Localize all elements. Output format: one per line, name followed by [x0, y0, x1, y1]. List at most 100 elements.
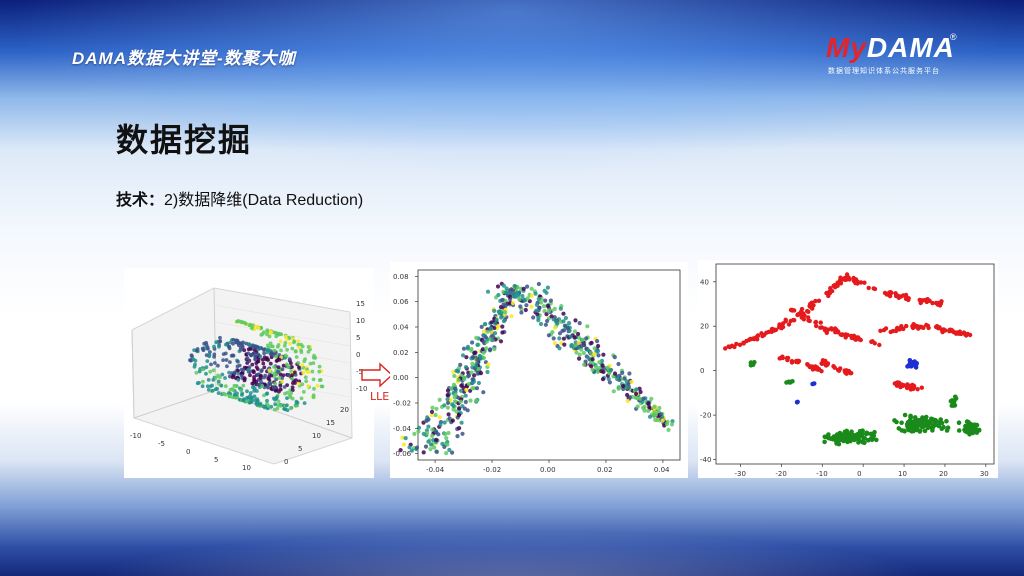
data-point: [543, 298, 548, 303]
data-point: [488, 326, 493, 331]
data-point: [464, 387, 469, 392]
data-point: [794, 358, 799, 364]
data-point: [490, 338, 495, 343]
data-point: [460, 431, 465, 436]
lle-scatter-plot: -0.04 -0.02 0.00 0.02 0.04 0.08 0.06 0.04 0.02 0.…: [390, 262, 688, 478]
data-point: [586, 356, 591, 361]
data-point: [296, 342, 301, 347]
data-point: [956, 420, 962, 425]
data-point: [529, 293, 534, 298]
data-point: [835, 280, 840, 285]
data-point: [888, 329, 893, 335]
data-point: [612, 371, 618, 376]
x-tick-label: 5: [214, 456, 218, 464]
data-point: [292, 339, 297, 344]
data-point: [291, 381, 295, 385]
data-point: [780, 321, 786, 326]
data-point: [909, 428, 915, 433]
data-point: [545, 285, 550, 290]
data-point: [589, 340, 594, 345]
data-point: [910, 386, 915, 391]
data-point: [456, 413, 462, 418]
data-point: [737, 342, 743, 347]
y-tick-label: 0.02: [393, 349, 409, 357]
data-point: [874, 437, 879, 443]
points-group: [723, 272, 982, 447]
data-point: [432, 445, 437, 450]
data-point: [278, 387, 283, 392]
y-tick-label: -0.04: [393, 425, 412, 433]
data-point: [822, 326, 828, 331]
data-point: [495, 284, 501, 289]
data-point: [646, 401, 651, 406]
data-point: [300, 382, 305, 387]
data-point: [811, 381, 817, 386]
data-point: [666, 427, 671, 432]
data-point: [481, 355, 486, 361]
data-point: [855, 335, 861, 340]
data-point: [216, 363, 220, 368]
x-tick-label: 0: [186, 448, 190, 456]
logo-tagline: 数据管理知识体系公共服务平台: [828, 68, 940, 75]
swiss-roll-3d-plot: -10 -5 0 5 10 0 5 10 15 20 15 10 5 0 -5 -10: [124, 268, 374, 478]
data-point: [450, 418, 455, 423]
data-point: [606, 376, 611, 382]
data-point: [485, 329, 490, 334]
data-point: [474, 335, 479, 340]
data-point: [489, 320, 494, 325]
data-point: [908, 415, 913, 421]
data-point: [272, 348, 277, 353]
data-point: [529, 286, 534, 291]
data-point: [253, 354, 257, 359]
data-point: [444, 451, 449, 456]
data-point: [416, 425, 422, 430]
data-point: [445, 400, 451, 405]
data-point: [239, 341, 243, 346]
data-point: [517, 297, 522, 302]
data-point: [818, 325, 823, 330]
data-point: [259, 379, 263, 384]
plot-area: [417, 269, 681, 461]
data-point: [276, 343, 281, 347]
points-group: [398, 281, 675, 456]
data-point: [557, 336, 562, 341]
data-point: [256, 359, 261, 364]
data-point: [620, 370, 625, 375]
data-point: [634, 391, 639, 396]
data-point: [268, 352, 273, 356]
data-point: [493, 321, 498, 326]
data-point: [939, 420, 945, 426]
data-point: [608, 368, 613, 373]
data-point: [752, 360, 757, 365]
data-point: [280, 367, 285, 372]
data-point: [253, 357, 257, 362]
data-point: [213, 361, 217, 365]
data-point: [600, 363, 605, 368]
data-point: [283, 353, 288, 358]
data-point: [278, 404, 283, 408]
data-point: [239, 319, 243, 324]
data-point: [282, 407, 287, 411]
data-point: [625, 398, 630, 404]
data-point: [224, 358, 229, 362]
data-point: [824, 361, 829, 366]
data-point: [281, 373, 286, 378]
data-point: [838, 281, 844, 286]
data-point: [546, 303, 551, 308]
data-point: [498, 339, 504, 344]
data-point: [881, 327, 887, 333]
data-point: [813, 319, 819, 325]
registered-mark: ®: [950, 32, 957, 42]
data-point: [906, 384, 911, 389]
data-point: [521, 286, 526, 291]
swiss-roll-svg: -10 -5 0 5 10 0 5 10 15 20 15 10 5 0 -5 -10: [130, 287, 367, 472]
data-point: [783, 317, 788, 322]
data-point: [569, 344, 574, 349]
data-point: [260, 384, 265, 388]
data-point: [824, 330, 829, 335]
data-point: [421, 450, 426, 455]
data-point: [445, 393, 450, 398]
data-point: [256, 352, 261, 357]
cluster-scatter-svg: -30 -20 -10 0 10 20 30 40 20 0 -20 -40: [700, 263, 995, 478]
data-point: [470, 386, 475, 391]
